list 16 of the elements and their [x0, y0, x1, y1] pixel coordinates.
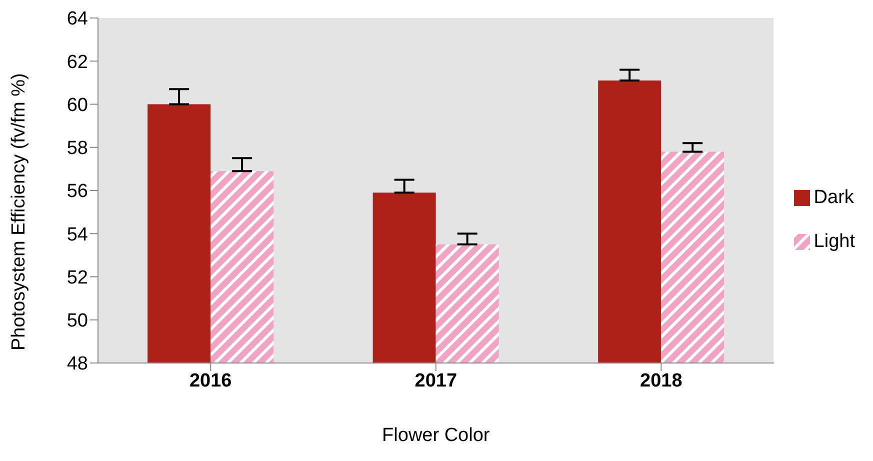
x-axis-title: Flower Color [382, 425, 490, 446]
y-axis-title: Photosystem Efficiency (fv/fm %) [8, 73, 30, 350]
y-tick-label: 60 [66, 94, 88, 116]
y-tick-label: 58 [66, 138, 88, 160]
y-tick-label: 56 [66, 181, 88, 202]
x-tick-label: 2017 [414, 370, 458, 392]
x-tick-label: 2016 [189, 370, 232, 392]
legend-label: Dark [814, 186, 854, 208]
y-tick-label: 64 [66, 8, 88, 30]
y-tick-label: 48 [66, 354, 88, 375]
x-tick-label: 2018 [640, 370, 682, 392]
legend-label: Light [814, 230, 855, 252]
y-tick-label: 50 [66, 310, 88, 332]
y-tick-label: 54 [66, 224, 88, 246]
y-tick-label: 62 [66, 52, 88, 73]
y-tick-label: 52 [66, 267, 88, 288]
